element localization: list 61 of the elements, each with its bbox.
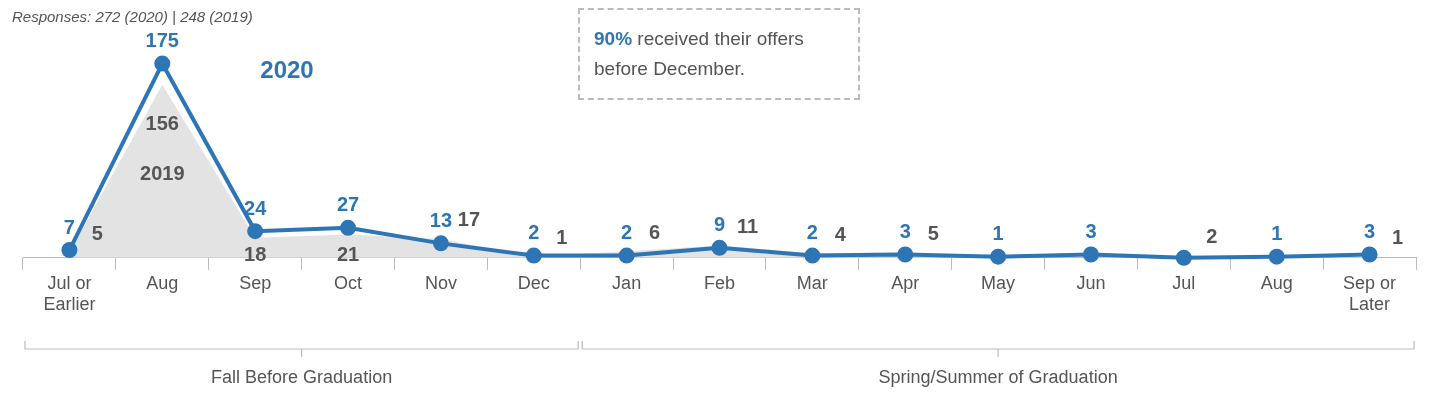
data-label: 21 [336, 243, 360, 266]
point [1175, 249, 1192, 266]
point [340, 219, 357, 236]
annotation: 90% received their offers before December. [578, 8, 860, 100]
point [1361, 246, 1378, 263]
text: Fall Before Graduation [211, 366, 393, 387]
point [154, 55, 171, 72]
point [1268, 248, 1285, 265]
data-label: 1 [556, 226, 568, 249]
data-label: 6 [649, 220, 661, 243]
series-label: 2019 [140, 162, 185, 185]
data-label: 27 [336, 193, 360, 216]
x-tick-label: Nov [424, 272, 457, 293]
x-tick-label: Sep or Later [1343, 272, 1397, 315]
data-label: 7 [63, 215, 75, 238]
point [247, 223, 264, 240]
data-label: 11 [736, 215, 759, 238]
point [897, 246, 914, 263]
data-label: 3 [1364, 219, 1376, 242]
x-tick-label: Jul [1172, 272, 1196, 293]
chart-subtitle: Responses: 272 (2020) | 248 (2019) [12, 7, 253, 25]
x-tick-label: Apr [891, 272, 920, 293]
data-label: 2 [528, 221, 540, 244]
data-label: 1 [992, 222, 1004, 245]
data-label: 2 [621, 221, 633, 244]
data-label: 1 [1271, 222, 1283, 245]
x-tick-label: Aug [1260, 272, 1293, 293]
data-label: 1 [1392, 226, 1404, 249]
point [61, 242, 78, 259]
x-tick-label: Aug [146, 272, 179, 293]
point [711, 239, 728, 256]
x-tick-label: Oct [334, 272, 363, 293]
x-tick-label: Jun [1076, 272, 1106, 293]
text: 2020 [260, 56, 314, 84]
x-tick-label: Mar [796, 272, 828, 293]
x-tick-label: May [981, 272, 1016, 293]
data-label: 156 [145, 112, 179, 135]
data-label: 5 [91, 221, 103, 244]
data-label: 17 [457, 208, 481, 231]
data-label: 13 [429, 208, 453, 231]
data-label: 175 [145, 29, 179, 52]
x-tick-label: Sep [239, 272, 272, 293]
point [618, 247, 635, 264]
data-label: 3 [1085, 219, 1097, 242]
data-label: 18 [244, 243, 267, 266]
point [432, 235, 449, 252]
point [990, 248, 1007, 265]
data-label: 3 [899, 219, 911, 242]
data-label: 9 [713, 213, 726, 236]
data-label: 5 [927, 221, 939, 244]
x-tick-label: Jan [612, 272, 642, 293]
point [804, 247, 821, 264]
x-tick-label: Feb [703, 272, 736, 293]
x-tick-label: Jul or Earlier [43, 272, 96, 315]
data-label: 2 [806, 221, 818, 244]
point [525, 247, 542, 264]
x-tick-label: Dec [517, 272, 550, 293]
point [1082, 246, 1099, 263]
data-label: 4 [834, 222, 847, 245]
text: Spring/Summer of Graduation [878, 366, 1118, 387]
data-label: 2 [1206, 225, 1218, 248]
